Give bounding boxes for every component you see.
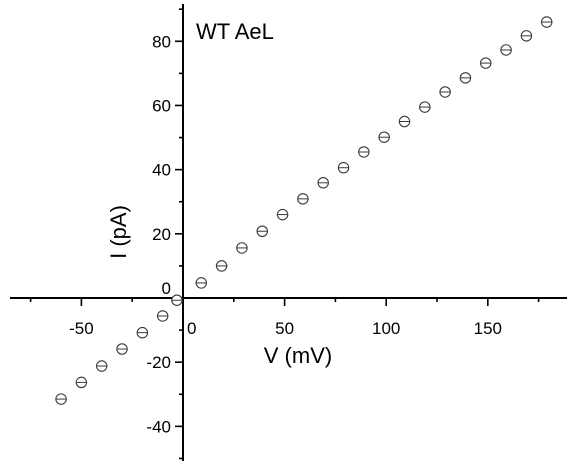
x-axis-title: V (mV) — [264, 343, 332, 368]
data-point — [236, 242, 248, 254]
data-point — [95, 360, 108, 372]
data-point — [439, 86, 451, 98]
data-point — [540, 16, 553, 28]
data-points — [55, 16, 553, 405]
axes — [10, 4, 567, 461]
y-tick-label: 20 — [152, 225, 171, 244]
y-tick-label: 0 — [162, 279, 171, 298]
data-point — [256, 225, 268, 238]
axis-ticks: -50 0 50 100 150 -40 -20 0 20 40 60 80 — [29, 8, 540, 460]
data-point — [116, 343, 128, 355]
data-point — [215, 260, 228, 272]
x-tick-label: 100 — [372, 319, 400, 338]
data-point — [297, 193, 309, 205]
data-point — [459, 72, 472, 84]
data-point — [337, 161, 350, 174]
data-point — [378, 131, 390, 143]
y-tick-label: 60 — [152, 96, 171, 115]
chart-title: WT AeL — [196, 19, 274, 44]
x-tick-label: 150 — [474, 319, 502, 338]
data-point — [317, 177, 329, 189]
x-tick-label: -50 — [69, 319, 94, 338]
data-point — [195, 277, 208, 289]
data-point — [171, 294, 183, 306]
y-tick-label: -40 — [146, 417, 171, 436]
data-point — [520, 30, 533, 42]
data-point — [358, 146, 370, 158]
data-point — [136, 326, 149, 339]
y-tick-label: -20 — [146, 353, 171, 372]
data-point — [398, 115, 411, 128]
data-point — [276, 208, 289, 221]
data-point — [500, 44, 512, 56]
y-tick-label: 80 — [152, 32, 171, 51]
data-point — [480, 57, 492, 69]
data-point — [419, 101, 431, 113]
x-tick-label: 0 — [187, 319, 196, 338]
x-tick-label: 50 — [275, 319, 294, 338]
y-axis-title: I (pA) — [106, 205, 131, 259]
data-point — [156, 310, 169, 322]
y-tick-label: 40 — [152, 161, 171, 180]
data-point — [55, 393, 67, 405]
data-point — [75, 376, 88, 389]
